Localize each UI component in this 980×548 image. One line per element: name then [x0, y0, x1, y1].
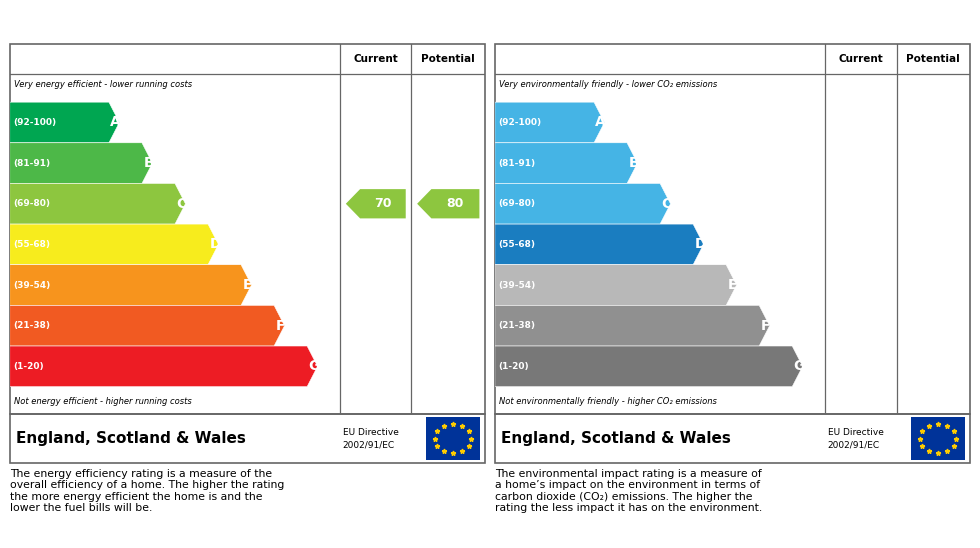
Polygon shape	[495, 102, 605, 143]
Bar	[425, 418, 480, 460]
Bar	[910, 418, 965, 460]
Polygon shape	[10, 102, 120, 143]
Text: Very energy efficient - lower running costs: Very energy efficient - lower running co…	[14, 79, 192, 89]
Polygon shape	[495, 265, 737, 305]
Text: (55-68): (55-68)	[14, 240, 51, 249]
Polygon shape	[10, 265, 252, 305]
Text: B: B	[628, 156, 639, 170]
Text: 70: 70	[374, 197, 392, 210]
Polygon shape	[417, 189, 479, 219]
Polygon shape	[10, 346, 318, 387]
Polygon shape	[495, 346, 803, 387]
Text: Environmental Impact (CO₂) Rating: Environmental Impact (CO₂) Rating	[502, 14, 819, 30]
Text: A: A	[596, 116, 607, 129]
Text: G: G	[309, 359, 319, 373]
Polygon shape	[495, 184, 670, 224]
Text: (81-91): (81-91)	[14, 158, 51, 168]
Text: E: E	[727, 278, 737, 292]
Polygon shape	[10, 143, 153, 184]
Text: 80: 80	[447, 197, 465, 210]
Text: England, Scotland & Wales: England, Scotland & Wales	[16, 431, 245, 446]
Text: B: B	[143, 156, 154, 170]
Text: Current: Current	[839, 54, 883, 64]
Text: E: E	[242, 278, 252, 292]
Text: (81-91): (81-91)	[499, 158, 536, 168]
Polygon shape	[10, 305, 284, 346]
Polygon shape	[495, 224, 704, 265]
Text: EU Directive
2002/91/EC: EU Directive 2002/91/EC	[343, 429, 399, 449]
Text: (39-54): (39-54)	[14, 281, 51, 289]
Text: C: C	[176, 197, 186, 211]
Text: England, Scotland & Wales: England, Scotland & Wales	[501, 431, 730, 446]
Text: Current: Current	[354, 54, 398, 64]
Text: D: D	[695, 237, 706, 252]
Text: Not energy efficient - higher running costs: Not energy efficient - higher running co…	[14, 397, 191, 407]
Text: Energy Efficiency Rating: Energy Efficiency Rating	[17, 14, 238, 30]
Text: (39-54): (39-54)	[499, 281, 536, 289]
Text: The environmental impact rating is a measure of
a home’s impact on the environme: The environmental impact rating is a mea…	[495, 469, 762, 513]
Polygon shape	[10, 184, 185, 224]
Text: F: F	[760, 319, 770, 333]
Text: (21-38): (21-38)	[499, 321, 536, 330]
Text: C: C	[662, 197, 671, 211]
Text: (92-100): (92-100)	[499, 118, 542, 127]
Polygon shape	[495, 305, 769, 346]
Text: (21-38): (21-38)	[14, 321, 51, 330]
Polygon shape	[10, 224, 219, 265]
Text: (55-68): (55-68)	[499, 240, 536, 249]
Text: Potential: Potential	[421, 54, 475, 64]
Text: (92-100): (92-100)	[14, 118, 57, 127]
Text: Not environmentally friendly - higher CO₂ emissions: Not environmentally friendly - higher CO…	[499, 397, 716, 407]
Text: EU Directive
2002/91/EC: EU Directive 2002/91/EC	[827, 429, 884, 449]
Text: (69-80): (69-80)	[499, 199, 536, 208]
Text: Very environmentally friendly - lower CO₂ emissions: Very environmentally friendly - lower CO…	[499, 79, 717, 89]
Text: G: G	[794, 359, 805, 373]
Text: (1-20): (1-20)	[499, 362, 529, 371]
Text: The energy efficiency rating is a measure of the
overall efficiency of a home. T: The energy efficiency rating is a measur…	[10, 469, 284, 513]
Text: (1-20): (1-20)	[14, 362, 44, 371]
Text: A: A	[111, 116, 122, 129]
Polygon shape	[346, 189, 406, 219]
Polygon shape	[495, 143, 637, 184]
Text: Potential: Potential	[906, 54, 960, 64]
Text: (69-80): (69-80)	[14, 199, 51, 208]
Text: F: F	[275, 319, 285, 333]
Text: D: D	[210, 237, 220, 252]
